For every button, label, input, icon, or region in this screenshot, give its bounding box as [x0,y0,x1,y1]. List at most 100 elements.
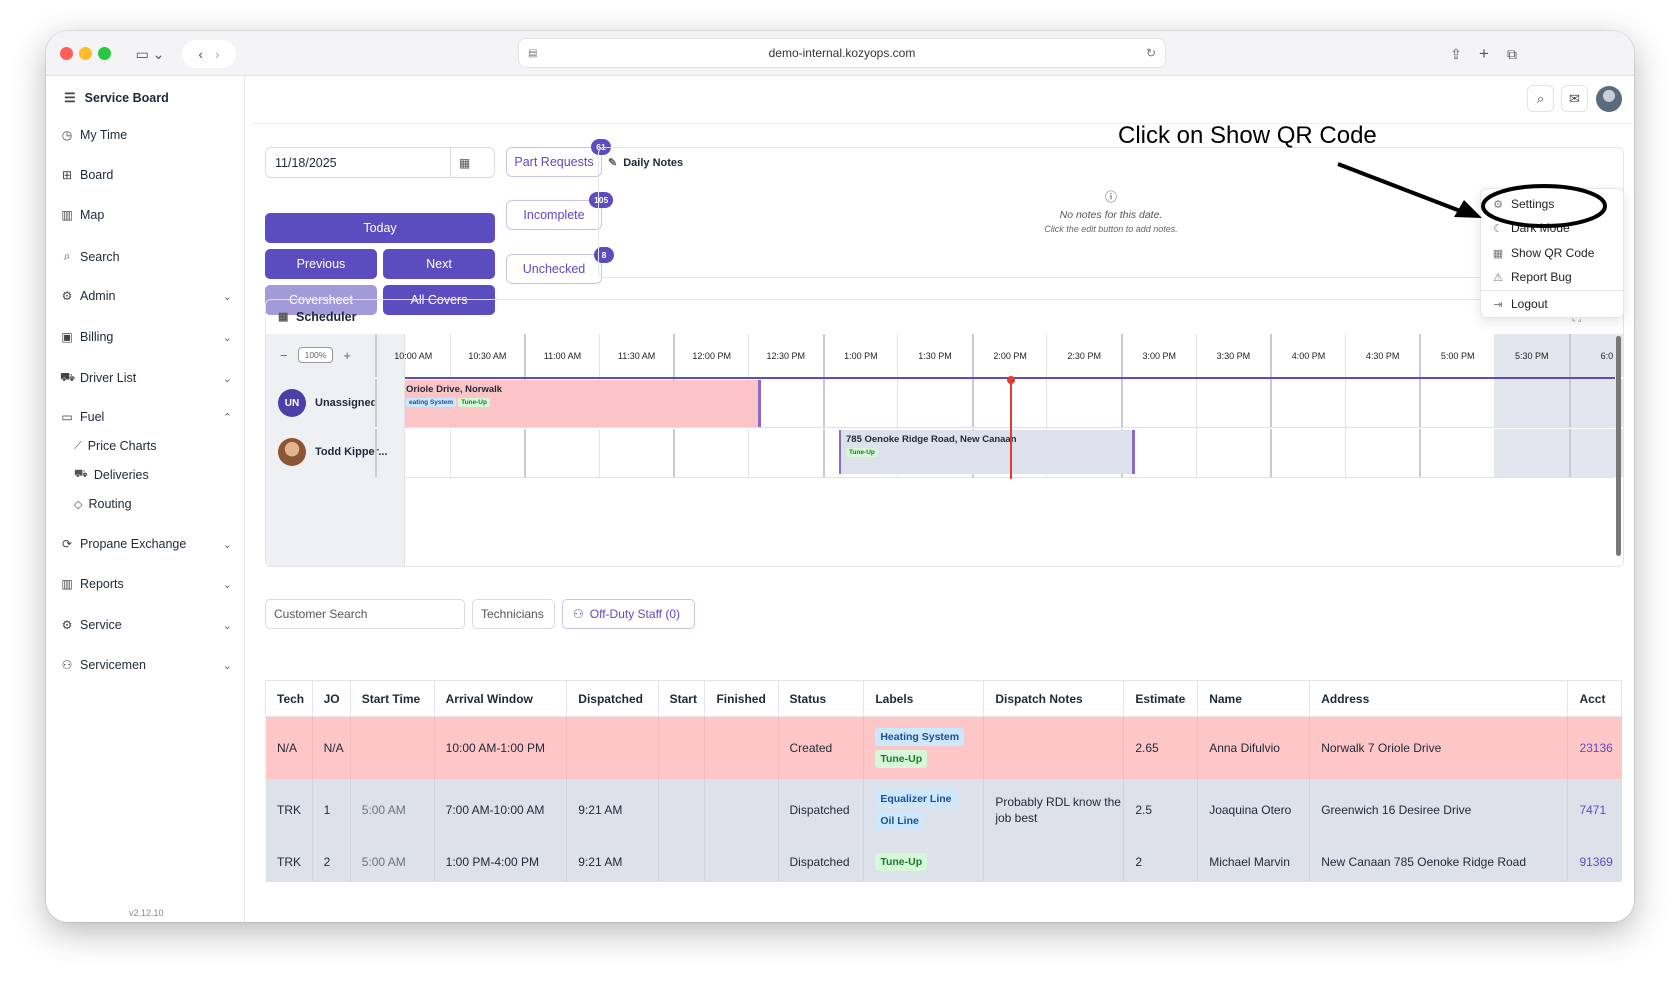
time-slot-cell[interactable] [1494,379,1569,427]
technicians-select[interactable]: Technicians [472,599,555,629]
time-slot-cell[interactable] [1568,429,1623,477]
sidebar-item-fuel[interactable]: ▭ Fuel ⌃ [60,410,232,424]
sidebar-item-service[interactable]: ⚙ Service ⌄ [60,618,232,632]
new-tab-icon[interactable]: + [1479,44,1489,63]
incomplete-button[interactable]: Incomplete [506,200,602,230]
sidebar-item-admin[interactable]: ⚙ Admin ⌄ [60,289,232,303]
inbox-icon[interactable]: ✉ [1561,85,1588,112]
column-header[interactable]: Status [777,680,865,717]
column-header[interactable]: Dispatched [566,680,659,717]
sidebar-item-billing[interactable]: ▣ Billing ⌄ [60,330,232,344]
time-slot-cell[interactable] [1344,429,1420,477]
forward-icon[interactable]: › [215,46,220,62]
back-icon[interactable]: ‹ [198,46,203,62]
tabs-overview-icon[interactable]: ⧉ [1507,45,1517,62]
today-button[interactable]: Today [265,213,495,243]
menu-item-dark-mode[interactable]: ☾ Dark Mode [1492,221,1570,235]
zoom-in-icon[interactable]: + [343,347,351,363]
address-bar[interactable]: ▤ demo-internal.kozyops.com ↻ [518,38,1166,68]
close-window-button[interactable] [60,47,73,60]
time-slot-cell[interactable] [822,379,898,427]
time-slot-cell[interactable] [1344,379,1420,427]
menu-item-logout[interactable]: ⇥ Logout [1492,297,1547,311]
maximize-window-button[interactable] [98,47,111,60]
column-header[interactable]: Labels [863,680,985,717]
time-slot-cell[interactable] [673,429,748,477]
next-button[interactable]: Next [383,249,495,279]
time-slot-cell[interactable] [1270,379,1345,427]
part-requests-button[interactable]: Part Requests [506,147,602,177]
sidebar-subitem-routing[interactable]: ◇ Routing [74,497,132,511]
sidebar-subitem-price-charts[interactable]: ⟋ Price Charts [74,439,156,453]
time-slot-cell[interactable] [1494,429,1569,477]
sidebar-item-board[interactable]: ⊞ Board [60,168,232,182]
cell-acct[interactable]: 23136 [1567,716,1622,779]
column-header[interactable]: Tech [265,680,313,717]
time-slot-cell[interactable] [897,379,972,427]
column-header[interactable]: Name [1197,680,1311,717]
time-slot-cell[interactable] [1046,379,1121,427]
time-slot-cell[interactable] [598,429,674,477]
calendar-icon[interactable]: ▦ [450,147,478,178]
sidebar-item-driver-list[interactable]: ⛟ Driver List ⌄ [60,370,232,386]
reload-icon[interactable]: ↻ [1145,46,1156,60]
column-header[interactable]: Arrival Window [433,680,568,717]
sidebar-item-map[interactable]: ▥ Map [60,208,232,222]
sidebar-item-reports[interactable]: ▥ Reports ⌄ [60,577,232,591]
time-slot-cell[interactable] [748,429,823,477]
menu-item-settings[interactable]: ⚙ Settings [1492,197,1554,211]
column-header[interactable]: Start Time [349,680,435,717]
column-header[interactable]: Estimate [1123,680,1199,717]
sidebar-subitem-deliveries[interactable]: ⛟ Deliveries [74,468,149,482]
sidebar-item-servicemen[interactable]: ⚇ Servicemen ⌄ [60,658,232,672]
column-header[interactable]: Acct [1567,680,1622,717]
scheduler-scrollbar[interactable] [1616,336,1621,556]
time-slot-cell[interactable] [1195,429,1271,477]
all-covers-button[interactable]: All Covers [383,285,495,315]
cell-acct[interactable]: 7471 [1567,778,1622,842]
menu-item-report-bug[interactable]: ⚠ Report Bug [1492,270,1572,284]
zoom-out-icon[interactable]: − [280,347,288,363]
sidebar-item-propane-exchange[interactable]: ⟳ Propane Exchange ⌄ [60,537,232,551]
time-slot-cell[interactable] [1270,429,1345,477]
sidebar-item-my-time[interactable]: ◷ My Time [60,128,232,142]
column-header[interactable]: JO [311,680,351,717]
schedule-event[interactable]: Oriole Drive, Norwalk eating System Tune-… [405,380,761,427]
schedule-event[interactable]: 785 Oenoke Ridge Road, New Canaan Tune-U… [839,430,1135,474]
table-row[interactable]: TRK 2 5:00 AM 1:00 PM-4:00 PM 9:21 AM Dispatc… [265,841,1622,882]
time-slot-cell[interactable] [1195,379,1271,427]
sidebar-item-search[interactable]: ⌕ Search [60,249,232,264]
customer-search-input[interactable]: Customer Search [265,599,465,629]
time-slot-cell[interactable] [375,429,450,477]
unchecked-button[interactable]: Unchecked [506,254,602,284]
time-slot-cell[interactable] [1568,379,1623,427]
previous-button[interactable]: Previous [265,249,377,279]
time-slot-cell[interactable] [1121,379,1196,427]
time-slot-cell[interactable] [375,379,450,427]
table-row[interactable]: N/A N/A 10:00 AM-1:00 PM Created Heating Sys… [265,716,1622,779]
table-row[interactable]: TRK 1 5:00 AM 7:00 AM-10:00 AM 9:21 AM Dispat… [265,778,1622,842]
search-icon[interactable]: ⌕ [1527,85,1554,112]
cell-acct[interactable]: 91369 [1567,841,1622,882]
hamburger-icon[interactable]: ☰ [64,90,76,105]
share-icon[interactable]: ⇪ [1450,45,1462,62]
edit-icon[interactable]: ✎ [608,157,618,169]
user-avatar[interactable] [1596,86,1622,112]
time-slot-cell[interactable] [524,429,599,477]
site-settings-icon[interactable]: ▤ [528,47,538,59]
column-header[interactable]: Address [1309,680,1569,717]
time-slot-cell[interactable] [822,429,898,477]
time-slot-cell[interactable] [449,429,525,477]
column-header[interactable]: Dispatch Notes [983,680,1125,717]
off-duty-staff-button[interactable]: ⚇ Off-Duty Staff (0) [562,599,695,629]
date-input[interactable]: 11/18/2025 [265,147,495,178]
time-slot-cell[interactable] [1419,379,1494,427]
sidebar-toggle-icon[interactable]: ▭ ⌄ [135,45,165,62]
time-slot-cell[interactable] [971,379,1047,427]
coversheet-button[interactable]: Coversheet [265,285,377,315]
time-slot-cell[interactable] [1419,429,1494,477]
column-header[interactable]: Finished [704,680,779,717]
menu-item-show-qr-code[interactable]: ▦ Show QR Code [1492,246,1595,260]
minimize-window-button[interactable] [79,47,92,60]
column-header[interactable]: Start [657,680,706,717]
